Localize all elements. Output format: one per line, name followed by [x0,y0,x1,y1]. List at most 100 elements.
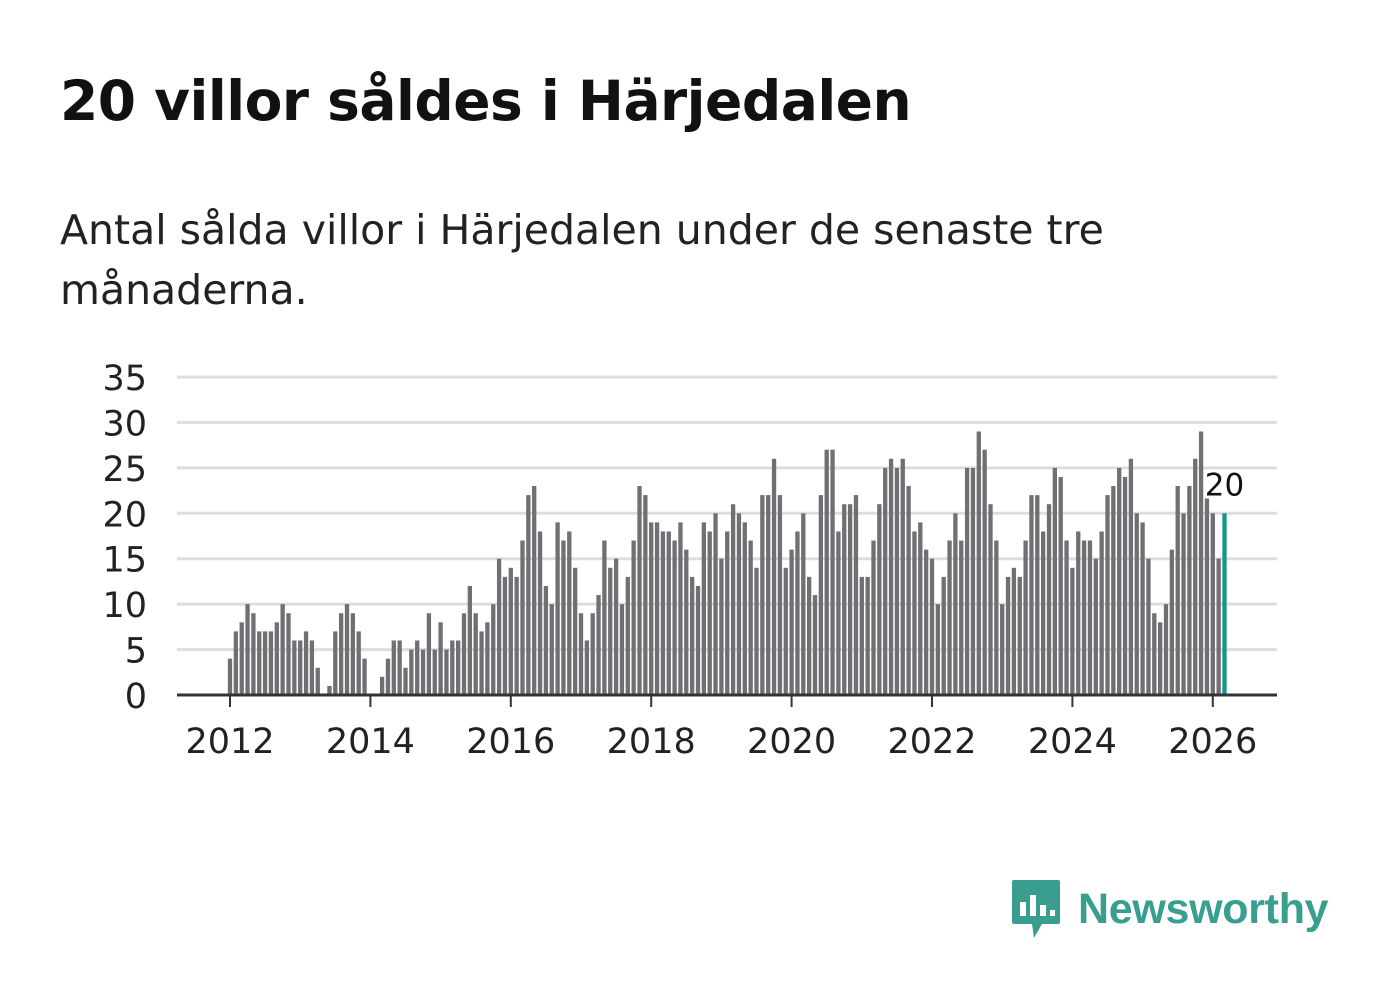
bar [701,522,706,695]
chart-title: 20 villor såldes i Härjedalen [60,69,912,133]
bar [339,613,344,695]
bar [900,458,905,695]
bar [397,640,402,695]
bar [379,676,385,695]
x-tick-label: 2022 [887,722,976,762]
bar [941,576,946,695]
bar [537,531,543,695]
bar [415,640,420,695]
bar [777,495,783,695]
bar [262,631,268,695]
bar-chart: 0 5 10 15 20 25 30 35 2012 2014 2016 2018 2020 2022 20… [102,359,1277,762]
y-tick-label: 20 [102,495,147,535]
bar [736,513,742,695]
bar [1198,431,1204,695]
bar [1076,531,1081,695]
bar [1216,558,1221,695]
bar [807,576,812,695]
y-tick-label: 30 [102,404,147,444]
newsworthy-logo-icon [1012,880,1060,938]
bar [695,585,701,695]
bar [1122,476,1128,695]
bar [1187,486,1192,695]
bar [549,604,554,695]
bar [1158,622,1163,695]
bar [836,531,841,695]
bar [748,540,753,695]
bar [274,622,279,695]
axes [177,693,1277,707]
bar [420,649,426,695]
bar [1099,531,1104,695]
bar [783,567,788,695]
bar [1140,522,1145,695]
bar [385,658,391,695]
bar [1081,540,1087,695]
bar [578,613,584,695]
bar [467,585,472,695]
bar [1134,513,1139,695]
bar [1029,495,1034,695]
bar [690,576,695,695]
bar [268,631,274,695]
bar [888,458,894,695]
bar [450,640,455,695]
y-tick-label: 35 [102,359,147,399]
bar [1204,495,1210,695]
bar [356,631,361,695]
newsworthy-logo: Newsworthy [1010,878,1329,940]
bar [426,613,432,695]
bar [362,658,367,695]
bar [298,640,303,695]
bar [754,567,759,695]
bar [491,604,496,695]
bar [824,449,829,695]
bar [573,567,578,695]
bar [719,558,724,695]
bar [456,640,461,695]
bar [1005,576,1011,695]
bar [935,604,940,695]
bar [906,486,911,695]
bar [1093,558,1098,695]
bar [988,504,993,695]
bar [830,449,835,695]
bar [725,531,730,695]
bar [1023,540,1028,695]
bar [924,549,929,695]
bar [871,540,876,695]
x-tick-label: 2024 [1028,722,1117,762]
bar [894,467,900,695]
bar [520,540,525,695]
bar [496,558,502,695]
chart-subtitle: Antal sålda villor i Härjedalen under de… [60,206,1104,314]
bar [801,513,806,695]
newsworthy-logo-text: Newsworthy [1078,884,1329,933]
bar [286,613,291,695]
bar [292,640,297,695]
labels: 0 5 10 15 20 25 30 35 2012 2014 2016 2018 2020 2022 20… [102,359,1257,762]
bar [713,513,718,695]
bar [637,486,642,695]
bar [333,631,338,695]
bar [567,531,572,695]
bar [812,595,818,695]
bar [929,558,935,695]
bar [1152,613,1157,695]
bar [461,613,467,695]
bar [707,531,712,695]
x-tick-label: 2014 [326,722,415,762]
bar [964,467,970,695]
y-tick-label: 5 [125,632,147,672]
bar [970,467,976,695]
bar [1011,567,1017,695]
bar [613,558,619,695]
bar [912,531,917,695]
bar [1105,495,1110,695]
bar [479,631,484,695]
bar [847,504,853,695]
bar [344,604,350,695]
bar [1017,576,1022,695]
bar [684,549,689,695]
bar [1070,567,1075,695]
